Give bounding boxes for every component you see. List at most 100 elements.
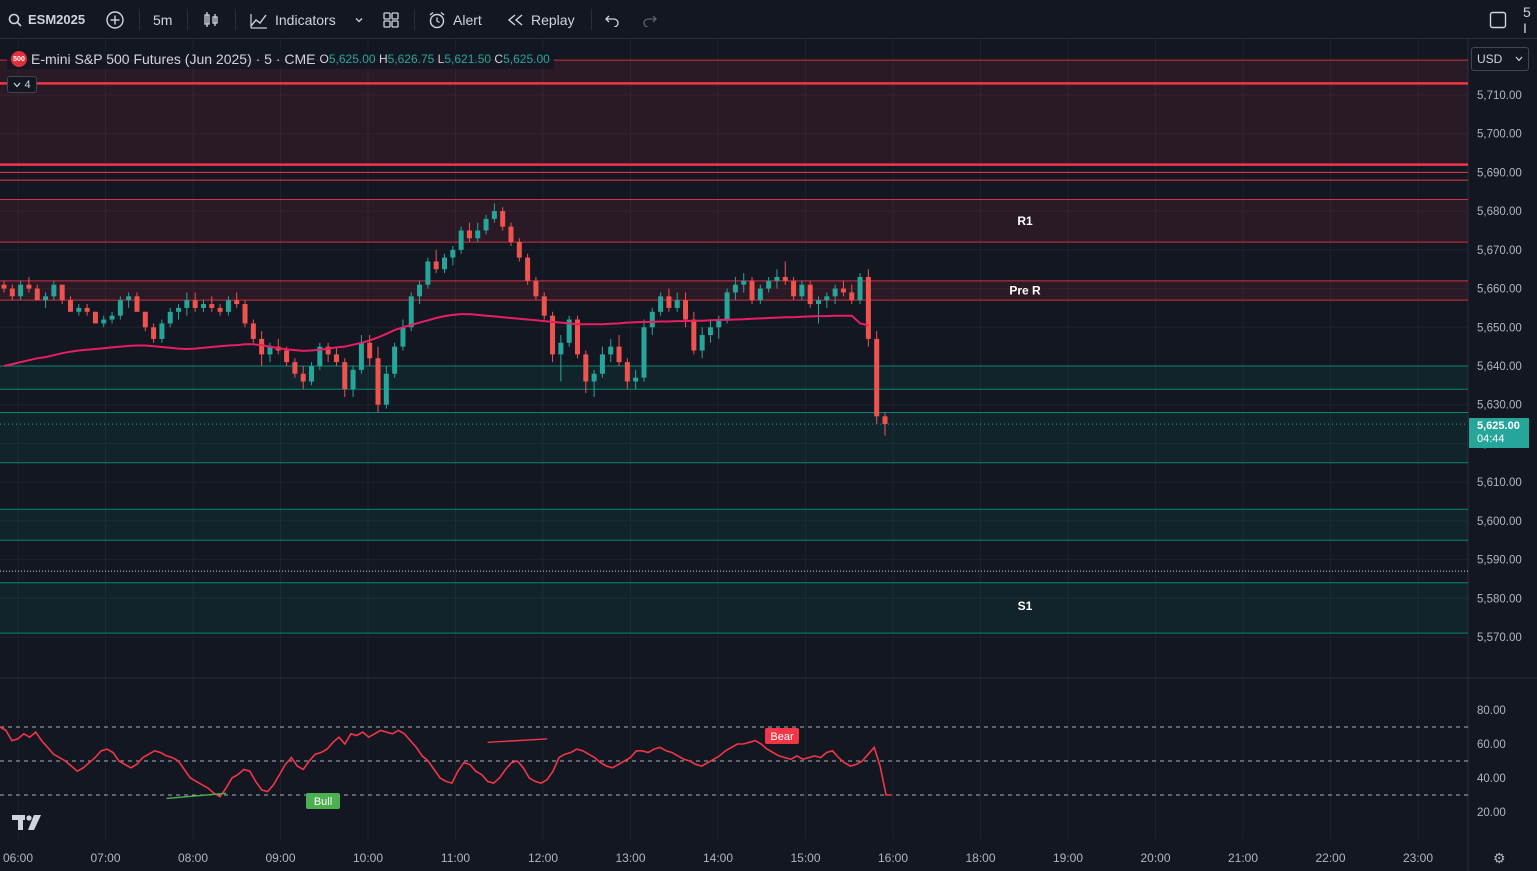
- chevron-down-icon: [1515, 56, 1523, 62]
- time-tick: 21:00: [1228, 851, 1258, 865]
- candle-body: [84, 307, 90, 312]
- candle-body: [76, 307, 82, 312]
- time-tick: 19:00: [1053, 851, 1083, 865]
- time-tick: 22:00: [1315, 851, 1345, 865]
- candle-body: [616, 346, 622, 363]
- candle-body: [525, 257, 531, 281]
- indicators-button[interactable]: Indicators: [249, 0, 336, 39]
- add-circle-icon: [106, 10, 124, 29]
- candle-body: [641, 327, 647, 378]
- close-label: C: [494, 52, 504, 66]
- candle-body: [450, 249, 456, 258]
- candle-body: [200, 304, 206, 308]
- signal-label: Bull: [314, 796, 332, 808]
- candle-body: [325, 346, 331, 355]
- time-tick: 12:00: [528, 851, 558, 865]
- symbol-legend[interactable]: 500 E-mini S&P 500 Futures (Jun 2025) · …: [7, 49, 554, 69]
- time-tick: 07:00: [90, 851, 120, 865]
- bull-divergence-line: [166, 792, 227, 800]
- rsi-line: [0, 726, 892, 798]
- rsi-tick: 80.00: [1477, 705, 1506, 717]
- candle-body: [691, 319, 697, 351]
- candle-body: [18, 284, 24, 297]
- candle-body: [375, 358, 381, 405]
- candle-body: [284, 350, 290, 363]
- candle-body: [599, 354, 605, 374]
- candle-body: [724, 292, 730, 320]
- indicator-count: 4: [24, 78, 31, 91]
- rsi-tick: 60.00: [1477, 739, 1506, 751]
- candle-body: [757, 288, 763, 301]
- candle-body: [34, 288, 40, 301]
- candle-body: [533, 280, 539, 297]
- indicator-collapse-button[interactable]: 4: [7, 76, 37, 93]
- price-tick: 5,610.00: [1477, 477, 1522, 489]
- chart-canvas[interactable]: R1 Pre R S1 Bull Bear 5,710.00 5,700.00 5,690…: [0, 39, 1537, 871]
- interval-button[interactable]: 5m: [153, 0, 172, 39]
- symbol-title: E-mini S&P 500 Futures (Jun 2025) · 5 · …: [31, 51, 316, 67]
- candles-icon: [204, 11, 218, 27]
- candle-body: [392, 346, 398, 374]
- candle-body: [267, 346, 273, 355]
- candle-body: [250, 323, 256, 339]
- time-tick: 15:00: [790, 851, 820, 865]
- zone-label: R1: [1017, 214, 1033, 228]
- alert-button[interactable]: Alert: [427, 0, 482, 39]
- candle-body: [816, 300, 822, 305]
- candle-body: [383, 373, 389, 405]
- candle-body: [358, 342, 364, 370]
- open-label: O: [319, 52, 329, 66]
- close-value: 5,625.00: [503, 52, 550, 66]
- candle-body: [574, 319, 580, 355]
- settings-gear-icon[interactable]: ⚙: [1493, 850, 1506, 866]
- candle-body: [209, 304, 215, 308]
- zone-label: S1: [1018, 599, 1033, 613]
- chart-area[interactable]: R1 Pre R S1 Bull Bear 5,710.00 5,700.00 5,690…: [0, 39, 1537, 871]
- compare-button[interactable]: [105, 0, 125, 39]
- candle-body: [832, 288, 838, 297]
- candle-body: [259, 338, 265, 355]
- toolbar-divider: [187, 9, 188, 30]
- chart-type-button[interactable]: [201, 0, 221, 39]
- time-tick: 06:00: [3, 851, 33, 865]
- candle-body: [292, 362, 298, 374]
- undo-button[interactable]: [604, 0, 620, 39]
- price-tick: 5,700.00: [1477, 129, 1522, 141]
- redo-button[interactable]: [642, 0, 658, 39]
- candle-body: [1, 284, 7, 289]
- currency-label: USD: [1477, 52, 1503, 66]
- layout-button[interactable]: [381, 0, 401, 39]
- candle-body: [658, 296, 664, 312]
- candle-body: [126, 296, 132, 301]
- candle-body: [9, 288, 15, 297]
- toolbar-divider: [139, 9, 140, 30]
- time-tick: 10:00: [353, 851, 383, 865]
- candle-body: [151, 327, 157, 339]
- bear-divergence-line: [487, 738, 548, 743]
- search-icon: [8, 13, 22, 27]
- currency-select[interactable]: USD: [1471, 47, 1529, 71]
- redo-icon: [643, 15, 657, 27]
- candle-body: [558, 342, 564, 355]
- zone-rect: [0, 60, 1468, 165]
- rsi-tick: 20.00: [1477, 807, 1506, 819]
- symbol-label: ESM2025: [28, 12, 86, 27]
- replay-button[interactable]: Replay: [507, 0, 575, 39]
- candle-body: [466, 230, 472, 239]
- candle-body: [400, 327, 406, 347]
- price-tick: 5,590.00: [1477, 555, 1522, 567]
- layout-grid-icon: [383, 11, 399, 28]
- chevron-down-icon: [355, 17, 363, 22]
- undo-icon: [605, 15, 619, 27]
- candle-body: [874, 338, 880, 417]
- price-tick: 5,690.00: [1477, 167, 1522, 179]
- fullscreen-button[interactable]: [1489, 0, 1507, 39]
- tradingview-logo-icon[interactable]: [12, 813, 44, 831]
- signal-label-box: [765, 728, 799, 744]
- candle-body: [433, 261, 439, 270]
- candle-body: [857, 276, 863, 301]
- candle-body: [117, 300, 123, 316]
- last-price: 5,625.00: [1477, 420, 1520, 432]
- symbol-search[interactable]: ESM2025: [8, 0, 85, 39]
- indicators-dropdown[interactable]: [354, 0, 364, 39]
